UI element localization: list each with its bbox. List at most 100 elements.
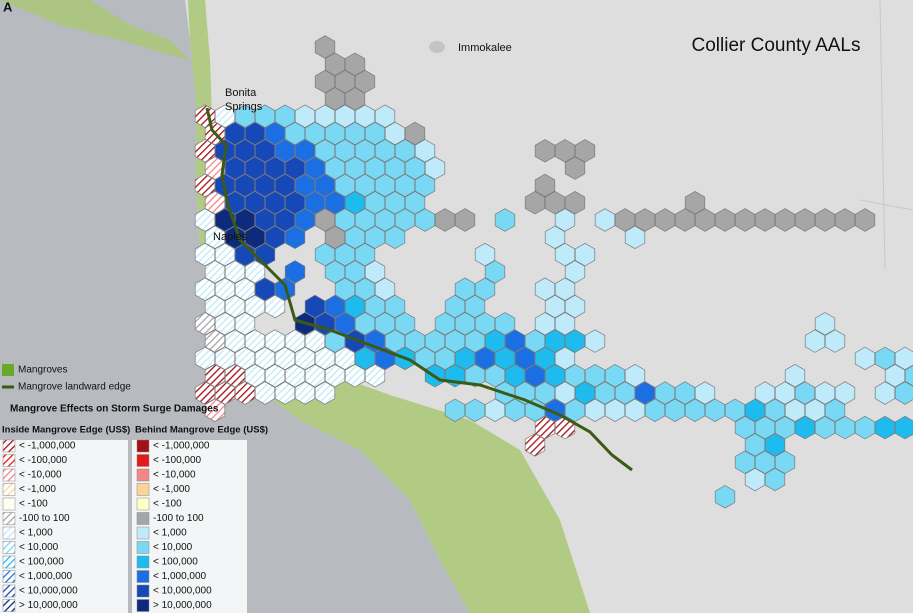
hex-cell bbox=[404, 121, 426, 146]
hex-cell bbox=[244, 225, 266, 250]
hex-cell bbox=[264, 156, 286, 180]
hex-cell bbox=[794, 381, 816, 405]
hex-cell bbox=[594, 381, 616, 405]
hex-cell bbox=[674, 208, 696, 232]
hex-cell bbox=[434, 346, 456, 371]
hex-cell bbox=[254, 139, 276, 163]
hex-cell bbox=[274, 346, 296, 371]
hex-cell bbox=[684, 398, 706, 423]
legend-label: < -100,000 bbox=[19, 455, 68, 466]
hex-cell bbox=[254, 208, 276, 232]
hex-cell bbox=[534, 381, 556, 405]
legend-swatch bbox=[136, 439, 150, 453]
hex-cell bbox=[424, 156, 446, 180]
hex-cell bbox=[574, 242, 596, 267]
hex-cell bbox=[814, 312, 836, 336]
hex-cell bbox=[324, 225, 346, 250]
hex-cell bbox=[444, 398, 466, 423]
hex-cell bbox=[874, 346, 896, 371]
legend-swatch bbox=[136, 468, 150, 482]
hex-cell bbox=[314, 381, 336, 405]
hex-cell bbox=[324, 294, 346, 319]
hex-cell bbox=[384, 190, 406, 215]
mangroves bbox=[188, 0, 590, 613]
legend-label: < -1,000 bbox=[153, 484, 190, 495]
hex-cell bbox=[734, 415, 756, 440]
hex-cell bbox=[564, 260, 586, 284]
legend-column-title: Inside Mangrove Edge (US$) bbox=[2, 425, 130, 436]
hex-cell bbox=[484, 363, 506, 388]
hex-cell bbox=[264, 121, 286, 146]
hex-cell bbox=[334, 277, 356, 301]
hex-cell bbox=[364, 190, 386, 215]
hex-cell bbox=[834, 208, 856, 232]
hex-cell bbox=[224, 260, 246, 284]
hex-cell bbox=[244, 329, 266, 353]
legend: Mangroves Mangrove landward edge Mangrov… bbox=[0, 364, 268, 613]
hex-cell bbox=[554, 346, 576, 371]
hex-cell bbox=[194, 173, 216, 198]
legend-label: < 10,000,000 bbox=[19, 586, 78, 597]
legend-label: < -1,000 bbox=[19, 484, 56, 495]
hex-cell bbox=[434, 312, 456, 336]
legend-swatch bbox=[136, 512, 150, 525]
hex-cell bbox=[194, 346, 216, 371]
hex-cell bbox=[394, 312, 416, 336]
legend-swatch bbox=[136, 584, 150, 598]
hex-cell bbox=[324, 190, 346, 215]
hex-cell bbox=[384, 294, 406, 319]
legend-swatch bbox=[2, 526, 16, 540]
hex-cell bbox=[574, 381, 596, 405]
legend-column-title: Behind Mangrove Edge (US$) bbox=[135, 425, 268, 436]
hex-cell bbox=[564, 329, 586, 353]
hex-cell bbox=[264, 329, 286, 353]
hex-cell bbox=[194, 277, 216, 301]
hex-cell bbox=[324, 156, 346, 180]
hex-cell bbox=[384, 225, 406, 250]
hex-cell bbox=[264, 225, 286, 250]
hex-cell bbox=[734, 208, 756, 232]
hex-cell bbox=[254, 173, 276, 198]
legend-swatch bbox=[136, 497, 150, 511]
hex-cell bbox=[484, 329, 506, 353]
hex-cell bbox=[334, 69, 356, 94]
hex-cell bbox=[504, 329, 526, 353]
hex-cell bbox=[254, 346, 276, 371]
hex-cell bbox=[784, 398, 806, 423]
hex-cell bbox=[374, 173, 396, 198]
legend-label: > 10,000,000 bbox=[19, 600, 78, 611]
legend-label: < 10,000 bbox=[19, 542, 59, 553]
hex-cell bbox=[774, 208, 796, 232]
hex-cell bbox=[364, 329, 386, 353]
legend-swatch bbox=[2, 541, 16, 554]
hex-cell bbox=[494, 312, 516, 336]
hex-cell bbox=[444, 294, 466, 319]
hex-cell bbox=[274, 139, 296, 163]
hex-cell bbox=[224, 121, 246, 146]
hex-cell bbox=[294, 208, 316, 232]
legend-label: < 1,000 bbox=[153, 528, 187, 539]
hex-cell bbox=[414, 208, 436, 232]
hex-cell bbox=[234, 173, 256, 198]
hex-cell bbox=[244, 294, 266, 319]
legend-swatch bbox=[136, 555, 150, 569]
legend-label: < -100 bbox=[153, 499, 182, 510]
hex-cell bbox=[604, 398, 626, 423]
hex-cell bbox=[314, 139, 336, 163]
hex-cell bbox=[204, 398, 226, 423]
hex-cell bbox=[474, 346, 496, 371]
hex-cell bbox=[344, 121, 366, 146]
hex-cell bbox=[284, 260, 306, 284]
hex-cell bbox=[314, 173, 336, 198]
hex-cell bbox=[524, 329, 546, 353]
hex-cell bbox=[544, 225, 566, 250]
hex-cell bbox=[754, 415, 776, 440]
hex-cell bbox=[314, 35, 336, 59]
hex-cell bbox=[904, 365, 913, 387]
hex-cell bbox=[484, 260, 506, 284]
hex-cell bbox=[514, 346, 536, 371]
place-label: Immokalee bbox=[458, 42, 512, 54]
legend-swatch bbox=[2, 468, 16, 482]
legend-label: < -100 bbox=[19, 499, 48, 510]
hex-cell bbox=[274, 104, 296, 128]
